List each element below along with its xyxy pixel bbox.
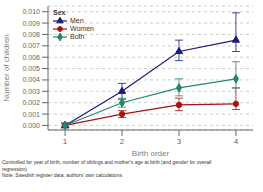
html-text:Women: Women: [70, 25, 94, 32]
html-text:Men: Men: [70, 17, 84, 24]
svg-text:Birth order: Birth order: [132, 149, 170, 158]
html-text:Note: Swedish register data, a: Note: Swedish register data, authors' ow…: [2, 172, 122, 178]
svg-text:0.004: 0.004: [22, 76, 40, 83]
html-text:Controlled for year of birth,: Controlled for year of birth, number of …: [2, 159, 212, 165]
svg-text:0.005: 0.005: [22, 65, 40, 72]
svg-text:1: 1: [63, 137, 68, 146]
html-text:regression): regression): [2, 165, 27, 172]
svg-text:0.010: 0.010: [22, 8, 40, 15]
svg-text:0.001: 0.001: [22, 111, 40, 118]
svg-text:0.009: 0.009: [22, 20, 40, 27]
svg-text:0.007: 0.007: [22, 42, 40, 49]
svg-text:0.008: 0.008: [22, 31, 40, 38]
svg-text:Number of children: Number of children: [8, 34, 11, 102]
svg-text:2: 2: [120, 137, 125, 146]
svg-text:0.002: 0.002: [22, 99, 40, 106]
html-text:Both: Both: [70, 33, 85, 40]
svg-text:0.006: 0.006: [22, 54, 40, 61]
svg-text:0.000: 0.000: [22, 122, 40, 129]
svg-text:3: 3: [177, 137, 182, 146]
svg-text:4: 4: [234, 137, 239, 146]
html-text:Sex: Sex: [53, 9, 66, 16]
svg-text:0.003: 0.003: [22, 88, 40, 95]
